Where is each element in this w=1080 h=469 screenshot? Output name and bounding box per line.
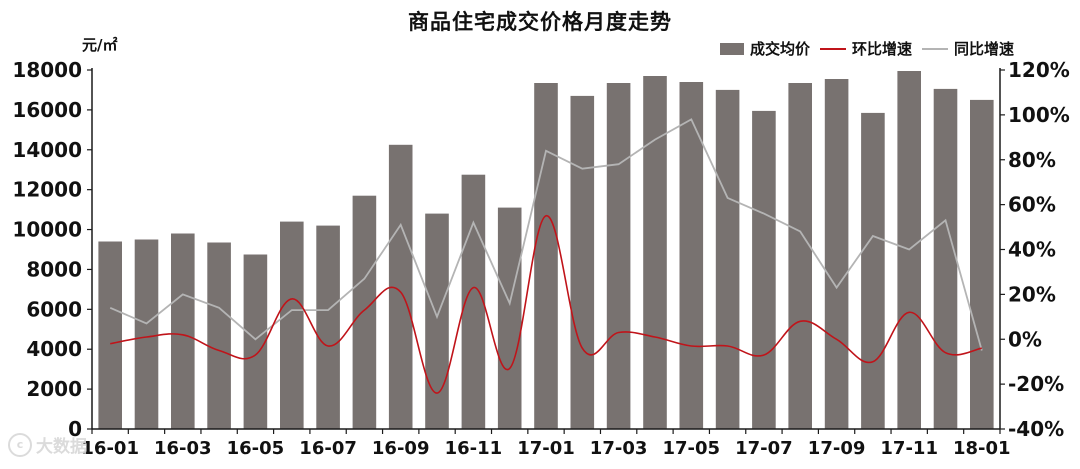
legend-swatch-bar: [720, 42, 744, 55]
bar-17-07: [752, 110, 776, 430]
bar-16-07: [316, 225, 340, 429]
x-tick-label: 16-05: [227, 438, 285, 459]
x-tick-label: 17-03: [590, 438, 648, 459]
x-tick-label: 17-11: [880, 438, 938, 459]
bar-18-01: [970, 99, 994, 430]
bar-16-03: [171, 233, 195, 429]
legend-label-price: 成交均价: [750, 40, 811, 58]
bar-16-01: [98, 241, 122, 429]
right-tick-label: 60%: [1008, 193, 1056, 217]
x-tick-label: 17-09: [808, 438, 866, 459]
bar-16-05: [243, 254, 268, 429]
x-tick-label: 16-01: [81, 438, 139, 459]
watermark-text: 大数据: [36, 437, 87, 457]
bar-17-09: [824, 79, 849, 429]
watermark: c 大数据: [8, 432, 87, 457]
bar-17-01: [534, 83, 558, 429]
left-tick-label: 4000: [26, 337, 82, 361]
left-tick-label: 8000: [26, 257, 82, 281]
left-tick-label: 14000: [12, 138, 82, 162]
left-tick-label: 18000: [12, 58, 82, 82]
watermark-logo-icon: c: [8, 432, 32, 457]
bar-16-10: [425, 213, 449, 429]
left-tick-label: 2000: [26, 377, 82, 401]
bar-17-02: [570, 95, 595, 430]
x-tick-label: 16-11: [445, 438, 503, 459]
bar-17-05: [679, 82, 704, 429]
left-tick-label: 0: [68, 417, 82, 441]
right-tick-label: 0%: [1008, 327, 1042, 351]
right-tick-label: 120%: [1008, 58, 1070, 82]
bar-17-12: [933, 88, 958, 430]
bar-17-03: [606, 83, 631, 429]
bar-17-08: [788, 83, 812, 429]
bar-16-12: [497, 207, 522, 429]
legend-item-price: 成交均价: [720, 38, 810, 59]
chart-title: 商品住宅成交价格月度走势: [408, 10, 672, 34]
x-tick-label: 17-01: [517, 438, 575, 459]
legend-item-yoy: 同比增速: [922, 38, 1014, 59]
legend-label-mom: 环比增速: [852, 40, 913, 58]
bar-17-10: [861, 112, 885, 430]
right-tick-label: 40%: [1008, 238, 1056, 262]
x-tick-label: 16-09: [372, 438, 430, 459]
line-mom: [110, 214, 982, 394]
bar-16-02: [134, 239, 159, 429]
right-tick-label: -20%: [1008, 372, 1064, 396]
left-tick-label: 6000: [26, 297, 82, 321]
right-tick-label: 80%: [1008, 148, 1056, 172]
bar-17-06: [715, 89, 740, 430]
legend-swatch-mom: [820, 47, 847, 50]
right-tick-label: -40%: [1008, 417, 1064, 441]
legend-item-mom: 环比增速: [820, 38, 912, 59]
x-tick-label: 17-05: [663, 438, 721, 459]
left-tick-label: 16000: [12, 98, 82, 122]
bar-16-09: [388, 144, 413, 430]
legend: 成交均价 环比增速 同比增速: [720, 38, 1024, 59]
right-tick-label: 100%: [1008, 103, 1070, 127]
left-tick-label: 10000: [12, 218, 82, 242]
right-tick-label: 20%: [1008, 282, 1056, 306]
bar-16-04: [207, 242, 231, 429]
unit-label: 元/㎡: [82, 36, 118, 54]
bar-16-06: [280, 221, 304, 429]
x-tick-label: 16-03: [154, 438, 212, 459]
x-tick-label: 17-07: [735, 438, 793, 459]
bar-16-08: [352, 195, 377, 429]
left-tick-label: 12000: [12, 178, 82, 202]
x-tick-label: 16-07: [299, 438, 357, 459]
bar-17-04: [643, 76, 667, 429]
legend-label-yoy: 同比增速: [954, 40, 1015, 58]
legend-swatch-yoy: [922, 47, 949, 50]
x-tick-label: 18-01: [953, 438, 1011, 459]
